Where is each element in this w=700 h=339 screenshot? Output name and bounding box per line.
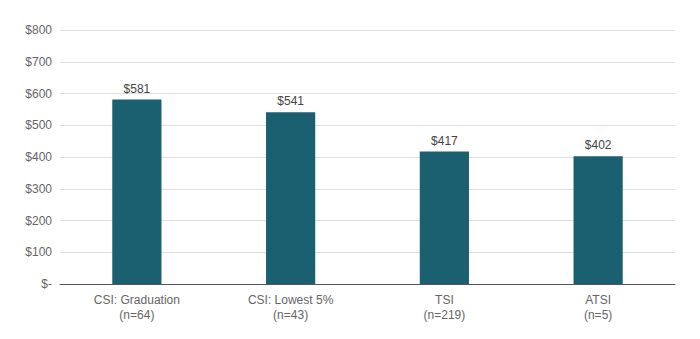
svg-text:CSI: Graduation: CSI: Graduation xyxy=(94,293,180,307)
svg-text:$300: $300 xyxy=(25,182,52,196)
svg-text:$200: $200 xyxy=(25,214,52,228)
svg-text:$100: $100 xyxy=(25,245,52,259)
svg-text:$541: $541 xyxy=(277,94,304,108)
svg-text:(n=219): (n=219) xyxy=(424,308,466,322)
svg-text:(n=5): (n=5) xyxy=(584,308,612,322)
svg-text:$600: $600 xyxy=(25,87,52,101)
svg-text:CSI: Lowest 5%: CSI: Lowest 5% xyxy=(248,293,334,307)
svg-text:$-: $- xyxy=(41,277,52,291)
svg-text:(n=43): (n=43) xyxy=(273,308,308,322)
svg-text:ATSI: ATSI xyxy=(585,293,611,307)
svg-text:$581: $581 xyxy=(124,82,151,96)
svg-text:(n=64): (n=64) xyxy=(119,308,154,322)
svg-text:$500: $500 xyxy=(25,118,52,132)
svg-text:$400: $400 xyxy=(25,150,52,164)
svg-text:$700: $700 xyxy=(25,55,52,69)
svg-text:$417: $417 xyxy=(431,134,458,148)
svg-text:TSI: TSI xyxy=(435,293,454,307)
svg-text:$800: $800 xyxy=(25,23,52,37)
svg-text:$402: $402 xyxy=(585,138,612,152)
